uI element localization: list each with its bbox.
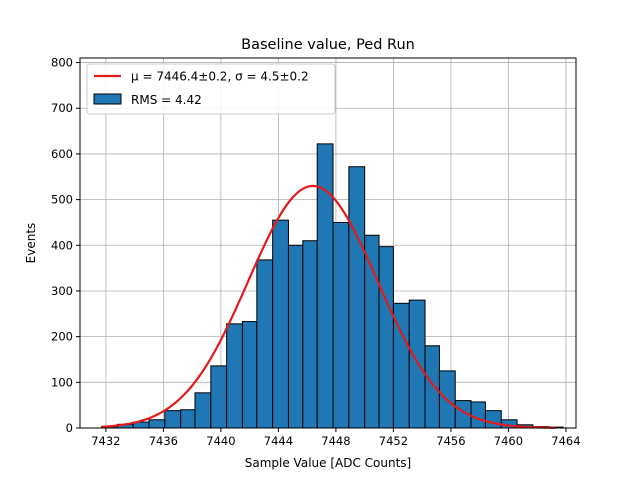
histogram-bar bbox=[180, 409, 196, 429]
y-tick-label: 200 bbox=[51, 330, 73, 344]
legend-fit-label: μ = 7446.4±0.2, σ = 4.5±0.2 bbox=[131, 70, 309, 84]
x-axis-ticks: 7432 7436 7440 7444 7448 7452 7456 7460 7464 bbox=[91, 428, 581, 448]
histogram-bar bbox=[424, 345, 440, 429]
y-tick-label: 700 bbox=[51, 101, 73, 115]
histogram-bar bbox=[194, 392, 212, 429]
histogram-bar bbox=[241, 321, 258, 429]
legend-rms-patch bbox=[93, 93, 122, 105]
legend-box bbox=[86, 63, 336, 115]
histogram-bar bbox=[348, 166, 366, 429]
y-tick-label: 100 bbox=[51, 375, 73, 389]
histogram-bar bbox=[287, 244, 304, 429]
x-axis-label: Sample Value [ADC Counts] bbox=[245, 456, 411, 470]
y-tick-label: 0 bbox=[66, 421, 73, 435]
histogram-bar bbox=[302, 240, 318, 429]
x-tick-label: 7460 bbox=[494, 434, 523, 448]
histogram-bar bbox=[226, 323, 243, 429]
y-tick-label: 600 bbox=[51, 147, 73, 161]
histogram-bar bbox=[272, 219, 289, 429]
y-tick-label: 500 bbox=[51, 193, 73, 207]
histogram-bar bbox=[408, 299, 426, 429]
x-tick-label: 7440 bbox=[206, 434, 235, 448]
histogram-bar bbox=[364, 234, 380, 429]
x-tick-label: 7448 bbox=[321, 434, 350, 448]
y-tick-label: 300 bbox=[51, 284, 73, 298]
histogram-bar bbox=[378, 246, 394, 429]
histogram-bar bbox=[484, 410, 502, 429]
legend-rms-label: RMS = 4.42 bbox=[131, 93, 202, 107]
x-tick-label: 7452 bbox=[379, 434, 408, 448]
y-tick-label: 400 bbox=[51, 238, 73, 252]
histogram-bar bbox=[210, 365, 228, 429]
x-tick-label: 7444 bbox=[264, 434, 293, 448]
legend: μ = 7446.4±0.2, σ = 4.5±0.2 RMS = 4.42 bbox=[86, 63, 336, 115]
histogram-bar bbox=[470, 401, 486, 429]
histogram-bars bbox=[101, 143, 564, 429]
histogram-bar bbox=[256, 259, 274, 429]
histogram-bar bbox=[164, 410, 182, 429]
plot-frame bbox=[79, 57, 577, 429]
histogram-bar bbox=[148, 419, 166, 429]
y-axis-ticks: 0 100 200 300 400 500 600 700 800 bbox=[51, 56, 80, 435]
x-tick-label: 7436 bbox=[149, 434, 178, 448]
gaussian-fit-curve bbox=[101, 184, 556, 429]
x-tick-label: 7456 bbox=[436, 434, 465, 448]
y-tick-label: 800 bbox=[51, 56, 73, 70]
histogram-bar bbox=[332, 221, 350, 429]
y-axis-label: Events bbox=[24, 223, 38, 264]
x-tick-label: 7464 bbox=[551, 434, 580, 448]
x-tick-label: 7432 bbox=[91, 434, 120, 448]
chart-title: Baseline value, Ped Run bbox=[241, 37, 415, 53]
